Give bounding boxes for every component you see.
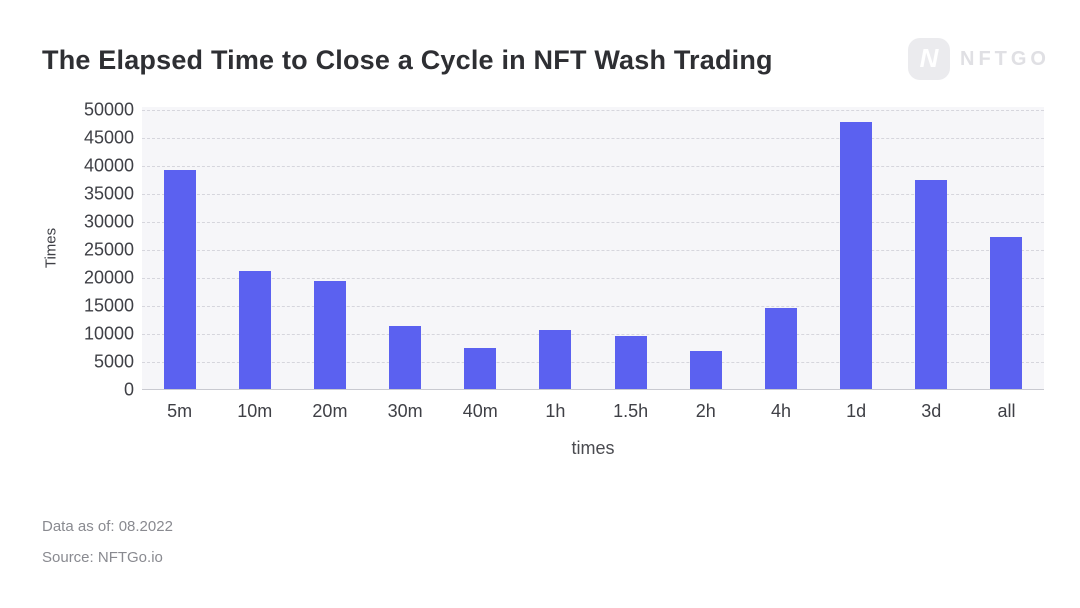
x-tick-label-all: all xyxy=(997,401,1016,421)
bar-cell-1h xyxy=(518,330,593,389)
bar-cell-20m xyxy=(292,280,367,389)
plot-column: 5m 10m 20m 30m 40m 1h 1.5h 2h 4h 1d 3d all times xyxy=(142,107,1044,459)
bar-chart: Times 50000 45000 40000 35000 30000 25000 2000… xyxy=(36,100,1044,459)
x-axis-ticks: 5m 10m 20m 30m 40m 1h 1.5h 2h 4h 1d 3d all xyxy=(142,401,1044,422)
page-title: The Elapsed Time to Close a Cycle in NFT… xyxy=(42,45,773,75)
bar-20m xyxy=(313,280,346,389)
gridline-50000 xyxy=(142,110,1044,111)
gridline-15000 xyxy=(142,306,1044,307)
source-label: Source: NFTGo.io xyxy=(42,549,163,566)
x-tick-label-2h: 2h xyxy=(695,401,716,421)
y-axis-title-column: Times xyxy=(36,107,66,459)
x-axis-title: times xyxy=(571,438,615,458)
bar-cell-5m xyxy=(142,170,217,389)
x-tick-label-5m: 5m xyxy=(167,401,193,421)
x-tick-label-1h: 1h xyxy=(545,401,566,421)
y-axis-title: Times xyxy=(42,227,60,269)
bar-40m xyxy=(464,347,497,389)
x-tick-label-20m: 20m xyxy=(312,401,348,421)
nftgo-logo: N NFTGO xyxy=(908,38,1050,80)
bars-layer xyxy=(142,106,1044,389)
y-axis-ticks: 50000 45000 40000 35000 30000 25000 20000 15000… xyxy=(66,100,142,400)
bar-cell-2h xyxy=(668,351,743,389)
x-tick-label-40m: 40m xyxy=(462,401,498,421)
bar-cell-4h xyxy=(743,308,818,389)
x-tick-label-30m: 30m xyxy=(387,401,423,421)
bar-30m xyxy=(389,325,422,389)
x-tick-label-1d: 1d xyxy=(846,401,867,421)
y-tick-label-50000: 50000 xyxy=(83,99,134,120)
bar-10m xyxy=(238,271,271,389)
bar-cell-30m xyxy=(368,325,443,389)
x-tick-label-3d: 3d xyxy=(921,401,942,421)
x-tick-label-1.5h: 1.5h xyxy=(613,401,649,421)
gridline-45000 xyxy=(142,138,1044,139)
bar-cell-3d xyxy=(894,180,969,389)
bar-cell-40m xyxy=(443,347,518,389)
bar-1h xyxy=(539,330,572,389)
bar-cell-1.5h xyxy=(593,336,668,389)
y-tick-label-20000: 20000 xyxy=(83,267,134,288)
y-tick-label-45000: 45000 xyxy=(83,127,134,148)
y-tick-label-40000: 40000 xyxy=(83,155,134,176)
gridline-10000 xyxy=(142,334,1044,335)
nftgo-n-glyph: N xyxy=(919,43,939,73)
y-tick-label-35000: 35000 xyxy=(83,183,134,204)
y-tick-label-10000: 10000 xyxy=(83,323,134,344)
bar-cell-all xyxy=(969,236,1044,389)
gridline-35000 xyxy=(142,194,1044,195)
bar-cell-1d xyxy=(819,121,894,389)
data-as-of-label: Data as of: 08.2022 xyxy=(42,518,173,535)
bar-all xyxy=(990,236,1023,389)
bar-1.5h xyxy=(614,336,647,389)
y-tick-label-5000: 5000 xyxy=(93,351,134,372)
gridline-40000 xyxy=(142,166,1044,167)
bar-cell-10m xyxy=(217,271,292,389)
bar-2h xyxy=(689,351,722,389)
x-tick-label-4h: 4h xyxy=(770,401,791,421)
bar-5m xyxy=(163,170,196,389)
bar-4h xyxy=(764,308,797,389)
nftgo-logo-icon: N xyxy=(908,38,950,80)
nftgo-logo-text: NFTGO xyxy=(960,47,1050,70)
gridline-30000 xyxy=(142,222,1044,223)
footer: Data as of: 08.2022 Source: NFTGo.io xyxy=(42,518,173,580)
y-tick-label-25000: 25000 xyxy=(83,239,134,260)
bar-3d xyxy=(915,180,948,389)
header: The Elapsed Time to Close a Cycle in NFT… xyxy=(0,0,1080,85)
bar-1d xyxy=(840,121,873,389)
gridline-5000 xyxy=(142,362,1044,363)
y-tick-label-15000: 15000 xyxy=(83,295,134,316)
gridline-20000 xyxy=(142,278,1044,279)
y-tick-label-0: 0 xyxy=(123,379,134,400)
x-tick-label-10m: 10m xyxy=(237,401,273,421)
y-tick-label-30000: 30000 xyxy=(83,211,134,232)
gridline-25000 xyxy=(142,250,1044,251)
plot-area xyxy=(142,107,1044,390)
